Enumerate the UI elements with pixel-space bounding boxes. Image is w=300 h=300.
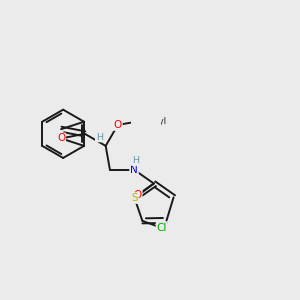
Text: N: N xyxy=(130,165,138,175)
Text: S: S xyxy=(131,193,138,203)
Text: Cl: Cl xyxy=(157,223,167,233)
Text: methyl: methyl xyxy=(136,117,166,126)
Text: O: O xyxy=(57,134,65,143)
Text: H: H xyxy=(132,156,139,165)
Text: O: O xyxy=(134,190,142,200)
Text: H: H xyxy=(96,133,103,142)
Text: O: O xyxy=(114,120,122,130)
